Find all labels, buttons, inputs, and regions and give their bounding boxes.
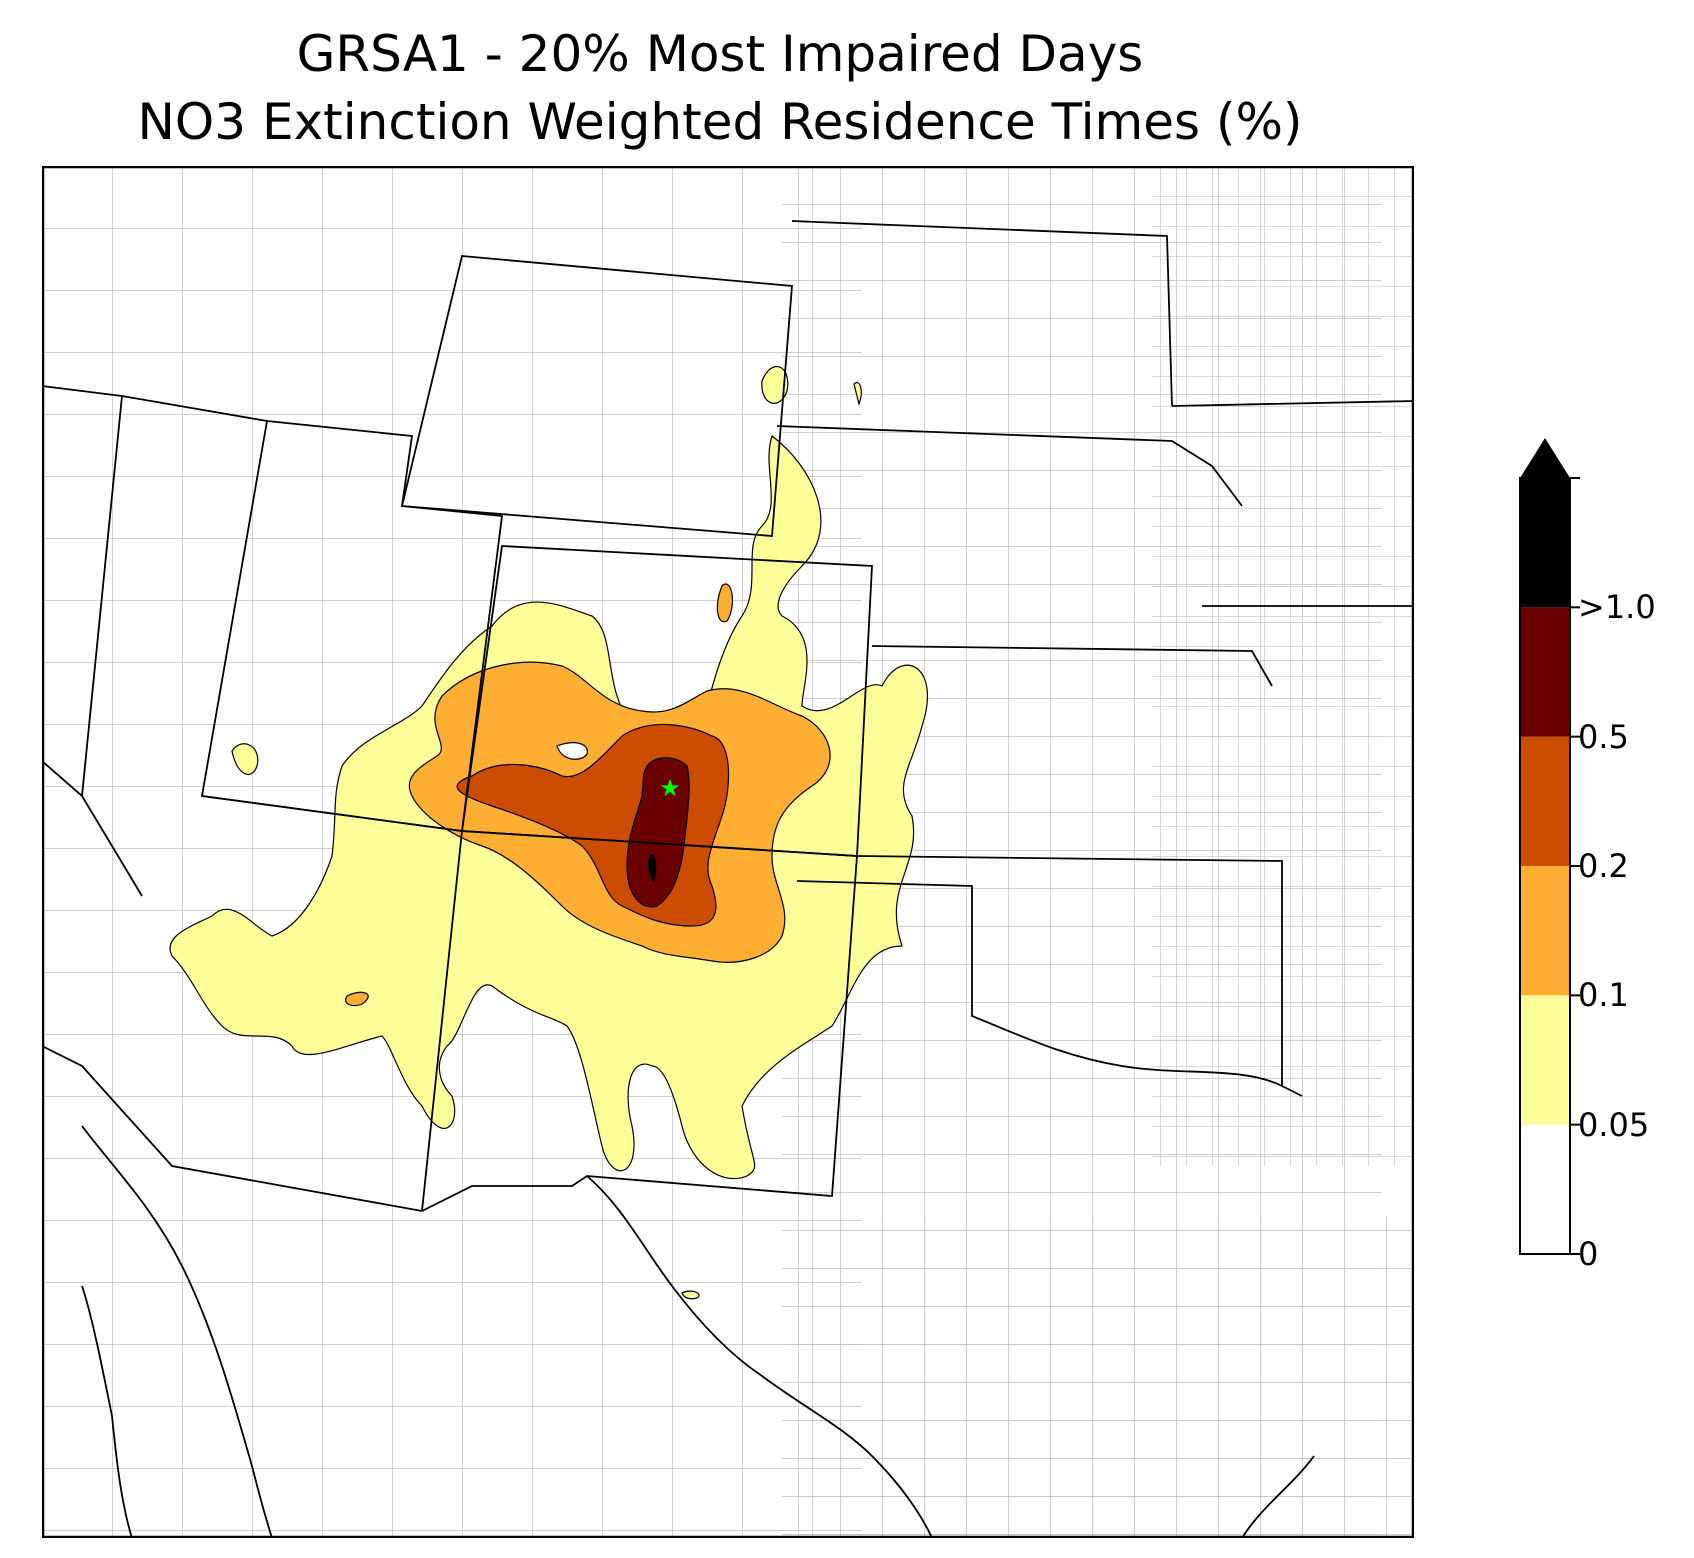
colorbar-bin [1520,1124,1570,1254]
map-panel: ★ [42,166,1414,1538]
colorbar-tick-label: 0.1 [1578,976,1629,1015]
contour-gt1 [648,854,657,883]
colorbar-bin [1520,995,1570,1125]
colorbar-tick-label: 0.05 [1578,1105,1650,1144]
colorbar-bin [1520,736,1570,866]
star-icon: ★ [659,774,681,802]
colorbar-tick-label: 0.5 [1578,717,1629,756]
colorbar-tick-label: 0.2 [1578,847,1629,885]
state-boundaries [42,220,1414,1538]
colorbar-tick-label: 0 [1578,1235,1599,1273]
colorbar-bin [1520,866,1570,996]
chart-title-line-1: GRSA1 - 20% Most Impaired Days [296,25,1144,83]
colorbar [1519,438,1580,1255]
colorbar-bin [1520,607,1570,737]
colorbar-extend-arrow [1520,438,1570,478]
contour-0.5 [626,757,690,908]
residence-time-contours [169,366,928,1300]
chart-title-line-2: NO3 Extinction Weighted Residence Times … [137,93,1303,151]
map-frame [42,166,1414,1538]
colorbar-bin [1520,478,1570,608]
colorbar-tick-label: >1.0 [1578,588,1656,627]
